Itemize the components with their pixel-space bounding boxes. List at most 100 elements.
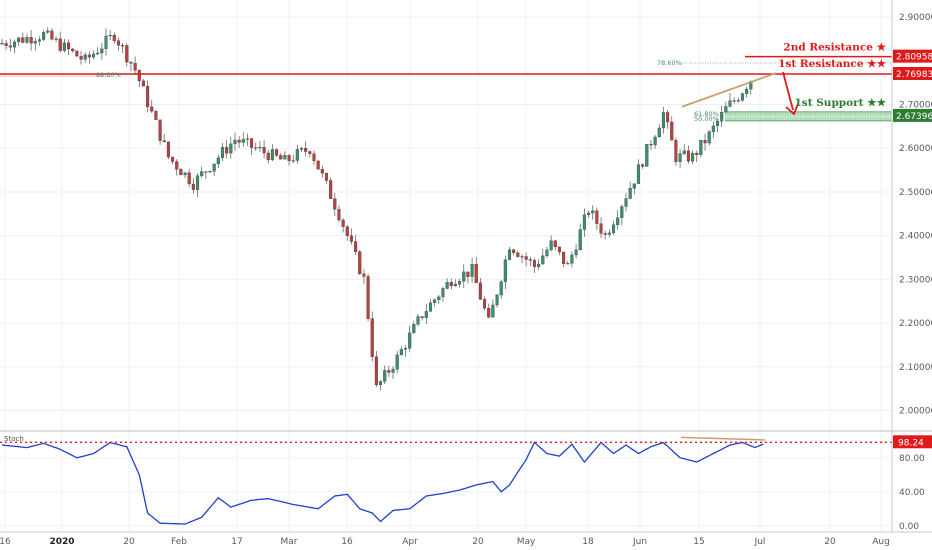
- candle-body: [524, 256, 528, 260]
- candle-body: [674, 140, 678, 162]
- candle-body: [179, 169, 183, 176]
- time-tick-label: 20: [472, 537, 484, 547]
- price-tags: 2.80958 2.76983 2.67396 98.24: [893, 49, 932, 449]
- candle-body: [703, 140, 707, 144]
- candle-body: [8, 45, 12, 48]
- time-tick-label: Apr: [402, 537, 418, 547]
- candle-body: [412, 323, 416, 334]
- candle-body: [491, 304, 495, 318]
- candle-body: [212, 163, 216, 172]
- candle-body: [403, 348, 408, 350]
- candle-body: [121, 45, 125, 47]
- candle-body: [624, 198, 628, 207]
- candle-body: [62, 42, 66, 51]
- candle-body: [287, 155, 291, 161]
- candle-body: [695, 152, 699, 155]
- candle-body: [545, 249, 549, 257]
- candle-body: [599, 223, 603, 234]
- time-tick-label: 15: [693, 537, 704, 547]
- time-tick-label: Aug: [872, 537, 890, 547]
- candle-body: [58, 38, 62, 51]
- candle-body: [611, 224, 616, 234]
- candle-body: [91, 53, 96, 58]
- candle-body: [316, 160, 320, 170]
- time-tick-label: 20: [824, 537, 836, 547]
- fib-label: 61.80%: [694, 110, 719, 118]
- candle-body: [200, 171, 204, 176]
- candle-body: [146, 86, 150, 108]
- candle-body: [437, 296, 441, 301]
- candle-body: [100, 48, 104, 54]
- price-tag-text: 2.76983: [896, 70, 932, 80]
- candle-body: [657, 127, 661, 138]
- candle-body: [553, 240, 557, 248]
- time-tick-label: 17: [231, 537, 242, 547]
- time-tick-label: 20: [123, 537, 135, 547]
- candle-body: [724, 106, 728, 113]
- price-tag-text: 2.80958: [896, 53, 932, 63]
- candle-body: [424, 311, 428, 318]
- candle-body: [283, 155, 287, 160]
- stoch-tick-label: 40.00: [899, 488, 925, 498]
- candle-body: [254, 147, 258, 149]
- candle-body: [166, 141, 170, 158]
- price-tag-text: 2.67396: [896, 112, 932, 122]
- candle-body: [96, 52, 100, 55]
- candle-body: [75, 50, 79, 57]
- stoch-tick-label: 0.00: [899, 522, 919, 532]
- candle-body: [740, 93, 745, 101]
- candle-body: [183, 172, 187, 176]
- candle-body: [29, 37, 33, 44]
- fib-label: 50.00%: [694, 115, 719, 123]
- candle-body: [125, 45, 129, 63]
- candle-body: [395, 354, 399, 370]
- candle-body: [383, 370, 387, 382]
- candle-body: [279, 155, 283, 160]
- candle-body: [374, 356, 378, 386]
- candle-body: [0, 43, 4, 45]
- candle-body: [320, 169, 324, 174]
- candle-body: [445, 282, 449, 289]
- candle-body: [632, 183, 636, 189]
- price-tick-label: 2.70000: [899, 101, 932, 111]
- price-tick-label: 2.10000: [899, 363, 932, 373]
- candle-body: [591, 210, 595, 214]
- candle-body: [349, 235, 353, 242]
- candle-body: [208, 171, 212, 173]
- candle-body: [291, 160, 295, 162]
- candle-body: [150, 106, 154, 112]
- candle-body: [204, 171, 208, 173]
- price-tag: [893, 108, 932, 122]
- candle-body: [516, 252, 520, 257]
- candle-body: [33, 41, 37, 44]
- candle-body: [262, 146, 266, 154]
- candle-body: [275, 149, 279, 156]
- candle-body: [171, 156, 175, 162]
- candle-body: [499, 281, 503, 296]
- candle-body: [466, 271, 470, 277]
- candle-body: [487, 308, 491, 318]
- candle-body: [557, 246, 561, 253]
- candle-body: [233, 139, 237, 145]
- candle-body: [154, 111, 158, 121]
- level-label: 2nd Resistance ★: [783, 42, 886, 54]
- candle-body: [299, 148, 304, 150]
- candle-body: [187, 172, 191, 185]
- candle-body: [333, 198, 337, 210]
- candle-body: [158, 119, 162, 141]
- fib-label: 88.60%: [96, 71, 121, 79]
- candle-body: [603, 233, 607, 235]
- candle-body: [12, 41, 17, 48]
- down-arrow: [782, 71, 794, 111]
- candle-body: [495, 294, 499, 306]
- candle-body: [620, 206, 624, 218]
- candle-body: [686, 150, 690, 162]
- candle-body: [220, 147, 225, 158]
- candle-body: [216, 157, 220, 165]
- candle-body: [304, 148, 308, 152]
- candle-body: [337, 209, 341, 221]
- candle-body: [578, 229, 582, 251]
- candle-body: [649, 144, 653, 146]
